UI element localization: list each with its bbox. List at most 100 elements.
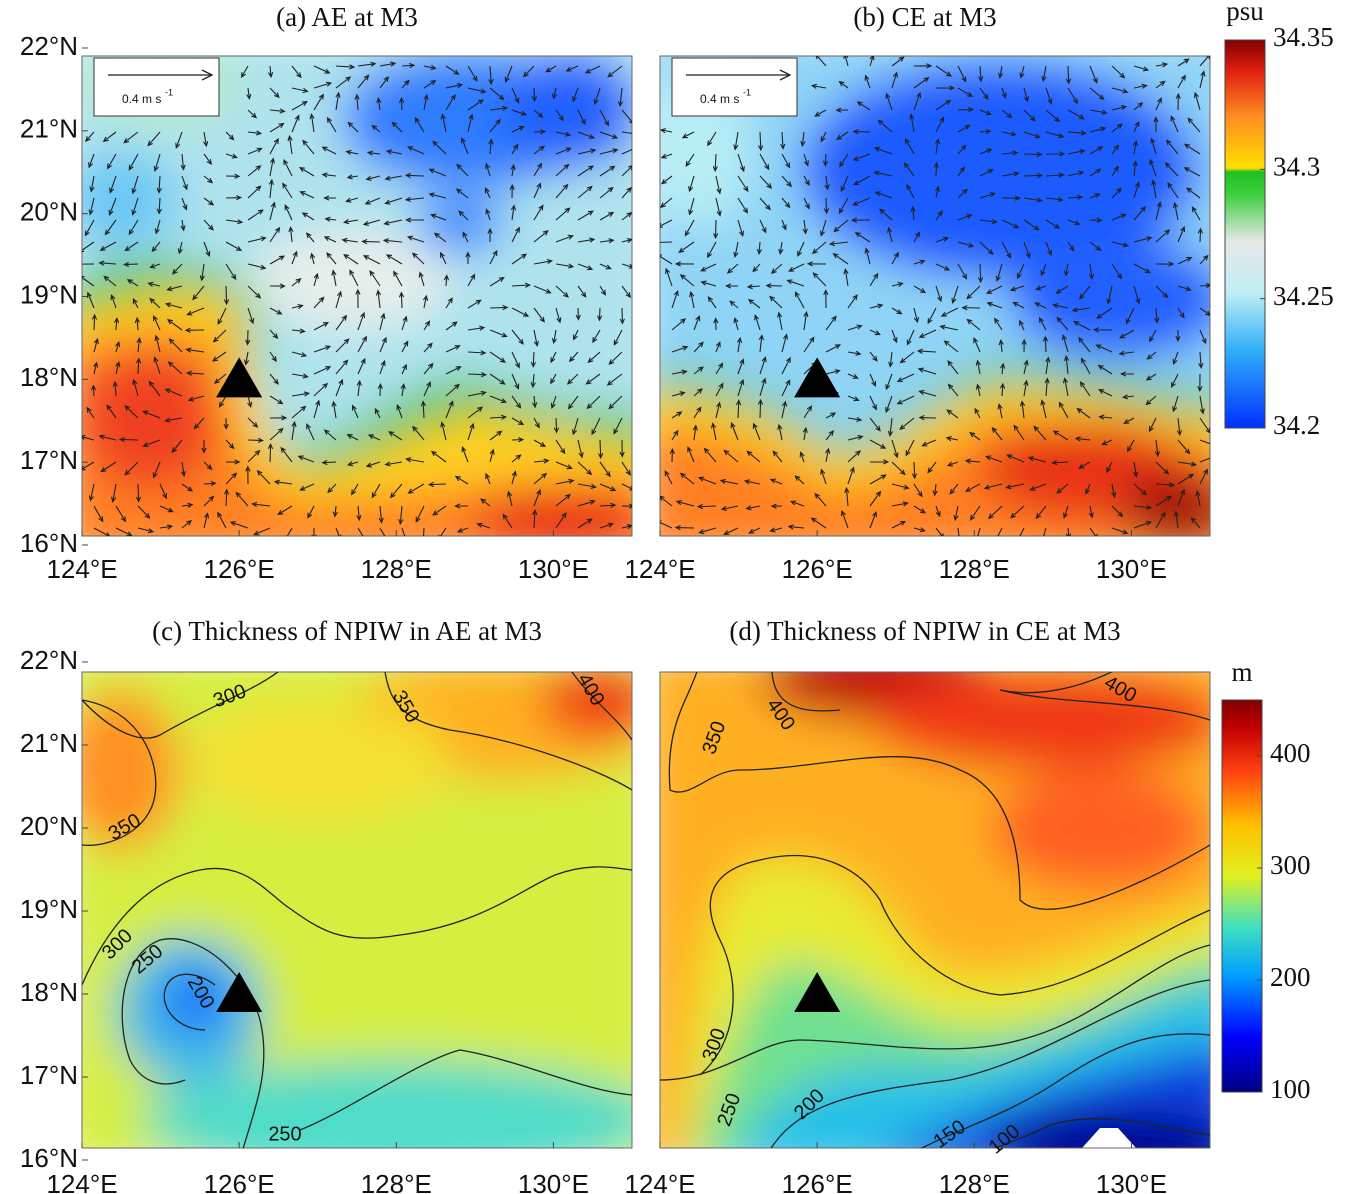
velocity-arrow: [957, 65, 967, 83]
velocity-arrow: [422, 527, 425, 536]
velocity-arrow: [438, 527, 447, 536]
velocity-arrow: [201, 439, 207, 454]
velocity-arrow: [1043, 527, 1047, 536]
velocity-arrow: [715, 175, 722, 195]
velocity-arrow: [357, 335, 367, 353]
velocity-arrow: [577, 439, 584, 459]
velocity-arrow: [335, 91, 341, 111]
velocity-arrow: [511, 282, 532, 288]
velocity-arrow: [946, 461, 959, 467]
velocity-arrow: [427, 481, 447, 488]
velocity-arrow: [577, 518, 593, 529]
velocity-arrow: [533, 109, 544, 118]
velocity-arrow: [869, 417, 881, 432]
velocity-arrow: [357, 74, 370, 89]
velocity-arrow: [854, 232, 871, 243]
velocity-arrow: [247, 449, 261, 463]
velocity-arrow: [788, 263, 805, 272]
velocity-arrow: [671, 391, 686, 397]
velocity-arrow: [869, 303, 884, 309]
velocity-arrow: [874, 191, 893, 199]
velocity-arrow: [428, 168, 447, 177]
velocity-arrow: [891, 71, 898, 89]
velocity-arrow: [555, 163, 570, 177]
velocity-arrow: [489, 105, 509, 111]
velocity-arrow: [621, 285, 632, 299]
velocity-arrow: [806, 261, 827, 267]
velocity-arrow: [502, 513, 513, 529]
velocity-arrow: [1177, 74, 1186, 89]
velocity-arrow: [621, 263, 632, 269]
velocity-arrow: [1199, 56, 1210, 67]
velocity-arrow: [93, 505, 104, 523]
velocity-arrow: [240, 65, 249, 79]
velocity-arrow: [957, 106, 975, 113]
velocity-arrow: [269, 157, 276, 177]
velocity-arrow: [362, 255, 381, 265]
velocity-arrow: [485, 208, 491, 221]
velocity-arrow: [664, 470, 673, 485]
velocity-arrow: [445, 94, 456, 111]
velocity-arrow: [555, 147, 572, 155]
contour-line: [660, 944, 1210, 1081]
velocity-arrow: [291, 351, 308, 358]
velocity-arrow: [1199, 254, 1209, 265]
velocity-arrow: [445, 383, 461, 397]
velocity-arrow: [621, 165, 632, 177]
velocity-arrow: [853, 175, 871, 186]
velocity-arrow: [577, 285, 587, 298]
velocity-arrow: [309, 252, 316, 265]
x-tick-label: 124°E: [624, 554, 695, 584]
velocity-arrow: [110, 294, 117, 309]
velocity-arrow: [327, 483, 337, 494]
velocity-arrow: [98, 260, 117, 266]
velocity-arrow: [291, 391, 311, 397]
velocity-arrow: [725, 283, 739, 289]
velocity-arrow: [313, 272, 319, 287]
velocity-arrow: [147, 281, 161, 287]
velocity-arrow: [1067, 170, 1085, 177]
velocity-arrow: [398, 96, 405, 111]
velocity-arrow: [748, 527, 761, 534]
velocity-arrow: [998, 65, 1004, 79]
velocity-arrow: [84, 219, 95, 237]
velocity-arrow: [407, 483, 425, 494]
colorbar: [1224, 39, 1266, 429]
velocity-arrow: [828, 240, 849, 247]
velocity-arrow: [835, 131, 849, 141]
velocity-arrow: [1133, 285, 1141, 305]
velocity-arrow: [577, 109, 586, 126]
velocity-arrow: [759, 153, 770, 171]
velocity-arrow: [665, 267, 673, 287]
velocity-arrow: [467, 65, 478, 82]
velocity-arrow: [820, 131, 827, 143]
velocity-arrow: [415, 505, 425, 523]
velocity-arrow: [423, 64, 437, 71]
velocity-arrow: [599, 522, 614, 529]
velocity-arrow: [422, 294, 429, 309]
velocity-arrow: [384, 461, 403, 467]
velocity-arrow: [225, 173, 241, 179]
velocity-arrow: [166, 285, 183, 292]
velocity-arrow: [825, 344, 842, 353]
velocity-arrow: [781, 356, 791, 375]
velocity-arrow: [1133, 206, 1147, 221]
velocity-arrow: [149, 263, 161, 269]
velocity-arrow: [401, 340, 409, 353]
velocity-arrow: [1199, 417, 1210, 434]
contour-line: [771, 672, 841, 712]
velocity-arrow: [445, 65, 460, 75]
velocity-arrow: [940, 307, 959, 317]
velocity-arrow: [243, 351, 250, 366]
velocity-arrow: [1088, 263, 1095, 281]
velocity-arrow: [153, 315, 161, 331]
velocity-arrow: [467, 406, 484, 419]
velocity-arrow: [489, 351, 506, 363]
velocity-arrow: [913, 63, 933, 69]
velocity-arrow: [979, 241, 994, 255]
velocity-arrow: [313, 345, 332, 353]
velocity-arrow: [291, 114, 300, 133]
velocity-arrow: [420, 400, 426, 419]
velocity-arrow: [969, 431, 981, 441]
velocity-arrow: [166, 319, 183, 331]
